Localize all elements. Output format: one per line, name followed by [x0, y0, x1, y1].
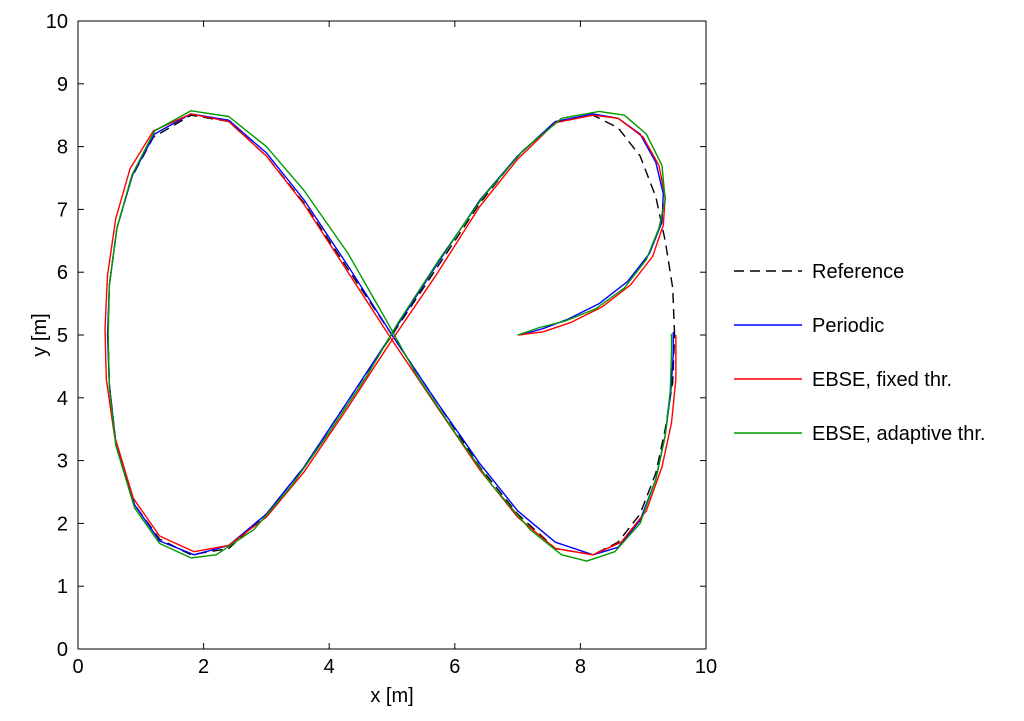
x-axis-label: x [m] — [370, 685, 413, 707]
x-tick-label: 4 — [324, 656, 335, 678]
legend-label-0: Reference — [812, 261, 904, 283]
y-tick-label: 0 — [57, 639, 68, 661]
y-tick-label: 1 — [57, 576, 68, 598]
legend-label-3: EBSE, adaptive thr. — [812, 423, 985, 445]
series-layer — [104, 110, 677, 562]
y-axis: 0 1 2 3 4 5 6 7 8 9 10 — [46, 11, 706, 661]
y-tick-label: 5 — [57, 325, 68, 347]
y-tick-label: 8 — [57, 137, 68, 159]
x-tick-label: 10 — [695, 656, 717, 678]
legend-label-1: Periodic — [812, 315, 884, 337]
y-tick-label: 4 — [57, 388, 68, 410]
legend-label-2: EBSE, fixed thr. — [812, 369, 952, 391]
x-tick-label: 0 — [72, 656, 83, 678]
series-line-3 — [107, 110, 673, 562]
x-tick-label: 8 — [575, 656, 586, 678]
x-axis: 0 2 4 6 8 10 — [72, 21, 717, 678]
x-tick-label: 6 — [449, 656, 460, 678]
y-tick-label: 7 — [57, 199, 68, 221]
legend: Reference Periodic EBSE, fixed thr. EBSE, a… — [734, 261, 985, 445]
y-axis-label: y [m] — [29, 313, 51, 356]
y-tick-label: 9 — [57, 74, 68, 96]
y-tick-label: 10 — [46, 11, 68, 33]
y-tick-label: 6 — [57, 262, 68, 284]
y-tick-label: 3 — [57, 451, 68, 473]
x-tick-label: 2 — [198, 656, 209, 678]
y-tick-label: 2 — [57, 513, 68, 535]
